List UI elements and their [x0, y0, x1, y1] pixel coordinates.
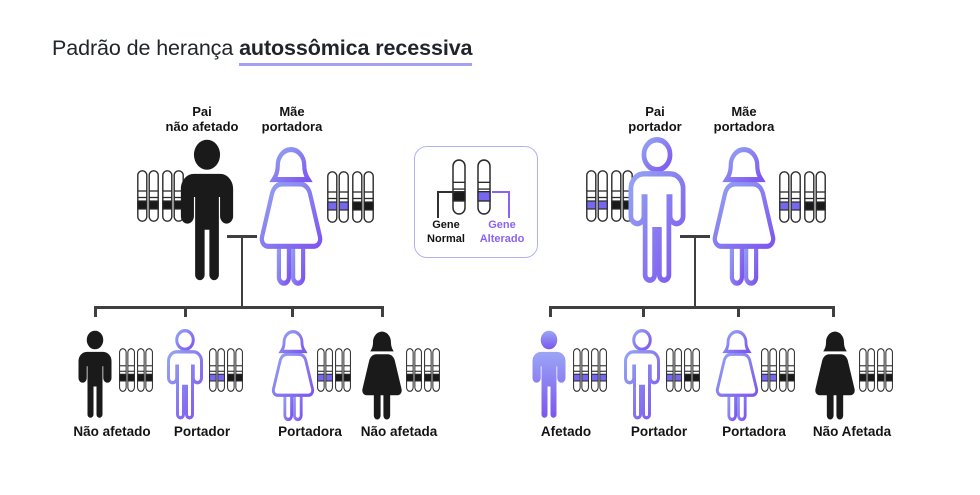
legend-box [414, 146, 538, 258]
right-sibling-line [549, 306, 835, 317]
father-carrier-figure-icon [619, 137, 695, 287]
left-marriage-stem [240, 235, 244, 308]
chromosome-icon [666, 348, 682, 392]
child-carrier-male-figure-icon [166, 329, 204, 420]
child-label: Portador [173, 424, 231, 439]
chromosome-icon [586, 170, 608, 222]
child-chromosomes [859, 348, 893, 392]
page-title: Padrão de herança autossômica recessiva [52, 36, 473, 66]
legend-connector-normal [437, 191, 455, 218]
chromosome-icon [227, 348, 243, 392]
child-label: Portador [630, 424, 688, 439]
chromosome-icon [352, 171, 374, 223]
mother-carrier-figure-icon [251, 147, 331, 287]
chromosome-icon [317, 348, 333, 392]
child-chromosomes [209, 348, 243, 392]
right-father-label: Pai portador [628, 104, 682, 134]
chromosome-icon [877, 348, 893, 392]
child-chromosomes [317, 348, 351, 392]
right-mother-label: Mãe portadora [713, 104, 775, 134]
child-label: Não afetada [360, 424, 438, 439]
chromosome-icon [137, 348, 153, 392]
chromosome-icon [119, 348, 135, 392]
right-marriage-stem [693, 235, 697, 308]
chromosome-icon [335, 348, 351, 392]
chromosome-icon [761, 348, 777, 392]
title-highlight: autossômica recessiva [239, 36, 473, 66]
child-chromosomes [119, 348, 153, 392]
chromosome-icon [591, 348, 607, 392]
child-affected-male-figure-icon [532, 330, 566, 418]
chromosome-icon [859, 348, 875, 392]
chromosome-icon [137, 170, 159, 222]
child-label: Não Afetada [812, 424, 892, 439]
child-chromosomes [406, 348, 440, 392]
child-label: Não afetado [73, 424, 151, 439]
child-carrier-female-figure-icon [715, 330, 759, 422]
child-chromosomes [666, 348, 700, 392]
child-chromosomes [761, 348, 795, 392]
legend-connector-altered [492, 191, 510, 218]
chromosome-icon [209, 348, 225, 392]
chromosome-icon [779, 348, 795, 392]
father-unaffected-figure-icon [180, 139, 234, 281]
child-carrier-female-figure-icon [271, 330, 315, 422]
chromosome-icon [406, 348, 422, 392]
right-mother-chromosomes [779, 171, 826, 223]
child-chromosomes [573, 348, 607, 392]
chromosome-icon [573, 348, 589, 392]
chromosome-icon [684, 348, 700, 392]
child-label: Portadora [278, 424, 342, 439]
chromosome-icon [804, 171, 826, 223]
child-label: Portadora [722, 424, 786, 439]
chromosome-icon [424, 348, 440, 392]
left-father-label: Pai não afetado [165, 104, 239, 134]
legend-chromosome-altered-icon [477, 159, 491, 215]
left-mother-chromosomes [327, 171, 374, 223]
left-sibling-line [94, 306, 384, 317]
chromosome-icon [327, 171, 349, 223]
left-mother-label: Mãe portadora [261, 104, 323, 134]
title-prefix: Padrão de herança [52, 36, 234, 60]
child-unaffected-female-figure-icon [815, 331, 855, 420]
chromosome-icon [779, 171, 801, 223]
child-unaffected-female-figure-icon [362, 331, 402, 420]
child-unaffected-male-figure-icon [78, 330, 112, 418]
mother-carrier-figure-icon [704, 147, 784, 287]
child-carrier-male-figure-icon [623, 329, 661, 420]
legend-gene-altered-label: Gene Alterado [479, 219, 525, 245]
legend-gene-normal-label: Gene Normal [427, 219, 465, 245]
child-label: Afetado [540, 424, 592, 439]
